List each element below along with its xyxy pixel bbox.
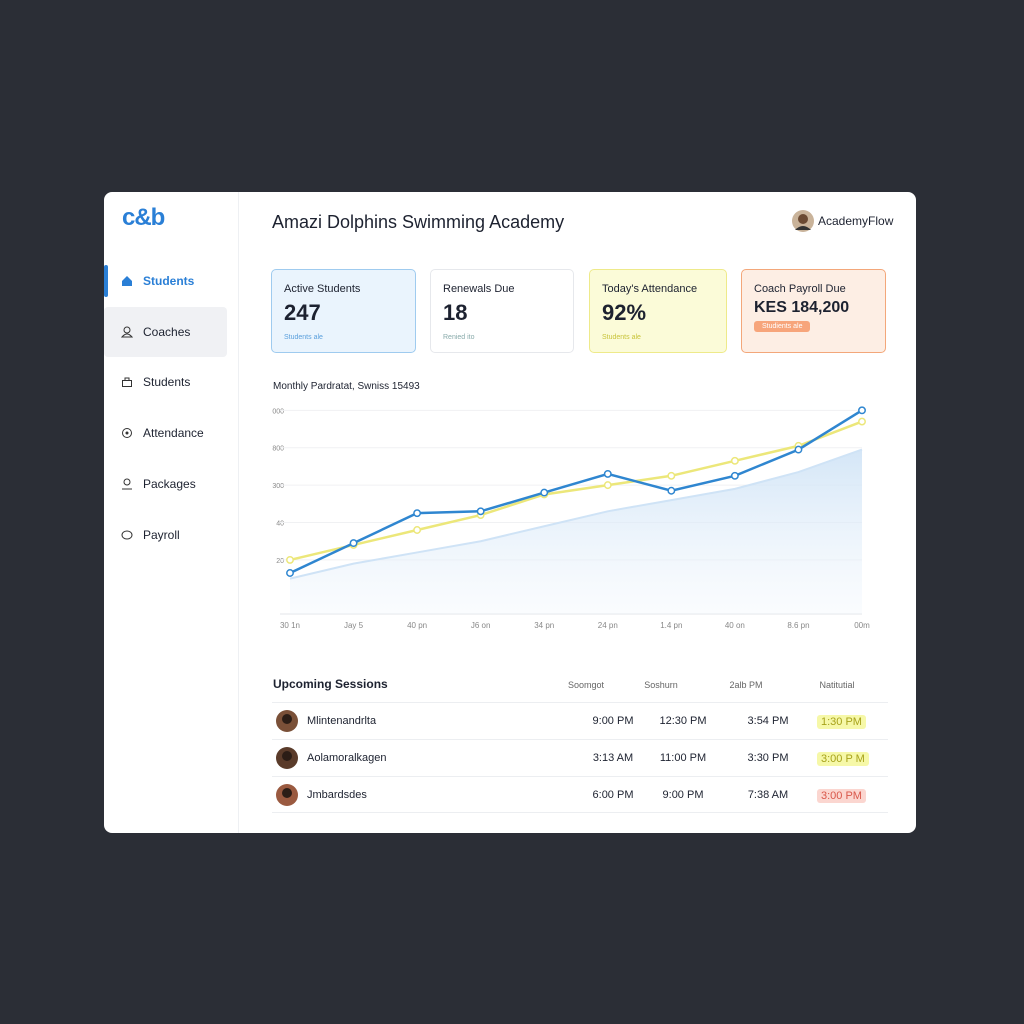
x-tick-label: 34 pn bbox=[534, 621, 554, 630]
page-title: Amazi Dolphins Swimming Academy bbox=[272, 212, 565, 232]
kpi-note: Students ale bbox=[284, 334, 323, 341]
kpi-label: Active Students bbox=[284, 283, 361, 295]
session-row[interactable]: Mlintenandrlta 9:00 PM 12:30 PM 3:54 PM 1:30… bbox=[272, 702, 888, 739]
point bbox=[603, 481, 612, 490]
session-name: Mlintenandrlta bbox=[307, 715, 377, 727]
session-time: 11:00 PM bbox=[659, 752, 707, 764]
point bbox=[349, 539, 358, 548]
line bbox=[289, 420, 863, 562]
y-tick-label: 800 bbox=[272, 446, 284, 453]
x-tick-label: 1.4 pn bbox=[660, 621, 682, 630]
y-tick-label: 40 bbox=[276, 521, 284, 528]
kpi-value: 247 bbox=[284, 300, 321, 325]
active-indicator bbox=[104, 265, 108, 297]
column-header: Soshurn bbox=[644, 680, 678, 690]
nav-label: Students bbox=[143, 375, 191, 389]
kpi-badge: Studients ale bbox=[754, 321, 811, 332]
divider bbox=[272, 812, 888, 813]
kpi-label: Coach Payroll Due bbox=[754, 283, 846, 295]
session-row[interactable]: Jmbardsdes 6:00 PM 9:00 PM 7:38 AM 3:00 PM bbox=[272, 776, 888, 813]
session-name: Aolamoralkagen bbox=[307, 752, 387, 764]
x-tick-label: 00m bbox=[854, 621, 870, 630]
kpi-value: 92% bbox=[602, 300, 647, 325]
kpi-card: Renewals Due 18 Renied ito bbox=[430, 269, 574, 353]
column-header: Natitutial bbox=[819, 680, 855, 690]
point bbox=[858, 406, 866, 415]
nav-label: Payroll bbox=[143, 528, 180, 542]
nav-label: Attendance bbox=[143, 426, 204, 440]
nav-item[interactable]: Students bbox=[104, 357, 227, 407]
nav-label: Packages bbox=[143, 477, 196, 491]
avatar bbox=[792, 210, 814, 232]
x-tick-label: J6 on bbox=[471, 621, 491, 630]
session-status: 3:00 PM bbox=[817, 789, 866, 803]
section-title: Upcoming Sessions bbox=[273, 677, 388, 691]
user-name[interactable]: AcademyFlow bbox=[818, 214, 894, 228]
x-tick-label: 30 1n bbox=[280, 621, 300, 630]
point bbox=[286, 569, 294, 577]
avatar bbox=[276, 710, 298, 732]
point bbox=[858, 417, 866, 426]
nav-item[interactable]: Payroll bbox=[104, 510, 227, 560]
point bbox=[603, 469, 612, 478]
point bbox=[667, 471, 676, 480]
session-time: 9:00 PM bbox=[592, 715, 634, 727]
kpi-value: KES 184,200 bbox=[754, 299, 850, 316]
nav-label: Students bbox=[143, 274, 195, 288]
column-header: Soomgot bbox=[567, 680, 605, 690]
y-tick-label: 300 bbox=[272, 483, 284, 490]
session-status: 1:30 PM bbox=[817, 715, 866, 729]
x-tick-label: 40 on bbox=[725, 621, 745, 630]
point bbox=[540, 488, 549, 497]
nav-item[interactable]: Packages bbox=[104, 459, 227, 509]
x-tick-label: 8.6 pn bbox=[787, 621, 809, 630]
kpi-note: Students ale bbox=[602, 334, 641, 341]
nav-item[interactable]: Coaches bbox=[104, 307, 227, 357]
kpi-label: Renewals Due bbox=[443, 283, 515, 295]
y-tick-label: 20 bbox=[276, 558, 284, 565]
nav-item[interactable]: Attendance bbox=[104, 408, 227, 458]
nav-item[interactable]: Students bbox=[104, 256, 227, 306]
session-name: Jmbardsdes bbox=[307, 789, 367, 801]
line bbox=[289, 448, 863, 580]
kpi-card: Active Students 247 Students ale bbox=[271, 269, 416, 353]
kpi-card: Coach Payroll Due KES 184,200 Studients al… bbox=[741, 269, 886, 353]
x-tick-label: 40 pn bbox=[407, 621, 427, 630]
column-header: 2alb PM bbox=[729, 680, 763, 690]
avatar bbox=[276, 747, 298, 769]
sidebar bbox=[104, 192, 239, 833]
kpi-note: Renied ito bbox=[443, 334, 475, 341]
kpi-card: Today's Attendance 92% Students ale bbox=[589, 269, 727, 353]
session-time: 7:38 AM bbox=[747, 789, 789, 801]
line bbox=[289, 409, 863, 575]
avatar bbox=[276, 784, 298, 806]
line-chart: 20 40 300 800 000 30 1n Jay 5 40 pn J6 on 34 pn 24… bbox=[272, 406, 870, 630]
session-time: 3:30 PM bbox=[747, 752, 789, 764]
session-row[interactable]: Aolamoralkagen 3:13 AM 11:00 PM 3:30 PM 3:00… bbox=[272, 739, 888, 776]
point bbox=[730, 471, 739, 480]
point bbox=[730, 456, 739, 465]
session-time: 12:30 PM bbox=[659, 715, 707, 727]
session-time: 9:00 PM bbox=[662, 789, 704, 801]
point bbox=[286, 555, 294, 564]
point bbox=[667, 486, 676, 495]
nav-label: Coaches bbox=[143, 325, 191, 339]
x-tick-label: Jay 5 bbox=[344, 621, 364, 630]
session-time: 3:13 AM bbox=[592, 752, 634, 764]
session-time: 3:54 PM bbox=[747, 715, 789, 727]
point bbox=[413, 509, 422, 518]
session-time: 6:00 PM bbox=[592, 789, 634, 801]
y-tick-label: 000 bbox=[272, 408, 284, 415]
logo: c&b bbox=[122, 204, 165, 231]
kpi-value: 18 bbox=[443, 300, 468, 325]
point bbox=[476, 507, 485, 516]
chart-title: Monthly Pardratat, Swniss 15493 bbox=[273, 381, 420, 392]
area bbox=[290, 449, 862, 614]
x-tick-label: 24 pn bbox=[598, 621, 618, 630]
kpi-label: Today's Attendance bbox=[602, 283, 698, 295]
point bbox=[413, 526, 422, 534]
session-status: 3:00 P M bbox=[817, 752, 869, 766]
point bbox=[794, 445, 803, 454]
